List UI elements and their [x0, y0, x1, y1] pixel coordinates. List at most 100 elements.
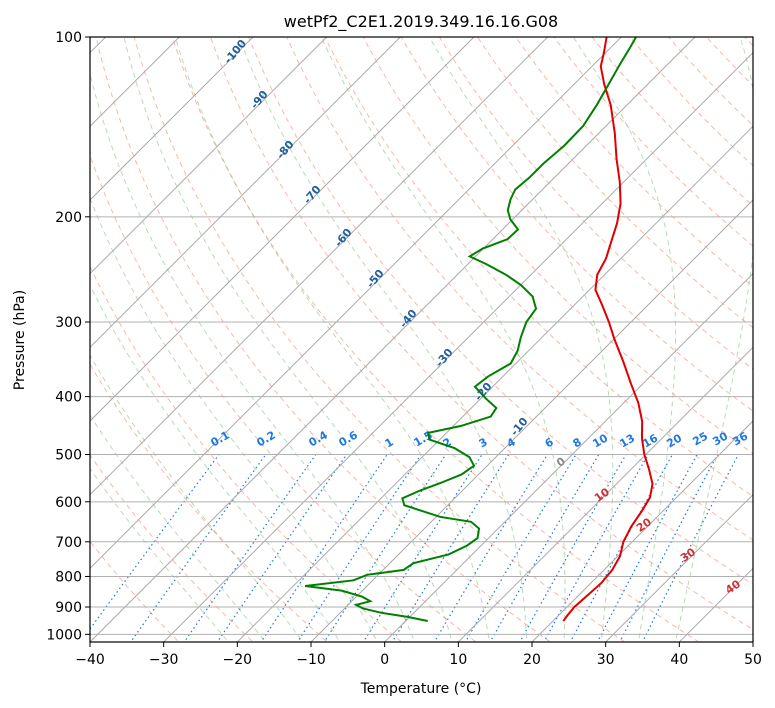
wet-bulb-label: -60	[332, 226, 355, 250]
x-tick-label: 20	[523, 652, 541, 668]
dry-adiabat	[770, 24, 775, 647]
mixing-ratio-line	[296, 454, 422, 642]
dry-adiabat	[324, 37, 753, 498]
mixing-ratio-line	[260, 454, 388, 642]
mixing-ratio-label: 36	[730, 429, 750, 448]
isotherm	[90, 37, 623, 570]
mixing-ratio-label: 25	[690, 430, 710, 449]
moist-adiabat	[90, 196, 378, 642]
isotherm	[90, 37, 696, 642]
mixing-ratio-line	[90, 454, 220, 630]
y-tick-label: 800	[55, 569, 82, 585]
moist-adiabat	[90, 354, 304, 642]
dry-adiabat	[90, 540, 180, 642]
y-tick-label: 500	[55, 448, 82, 464]
wet-bulb-label: -90	[248, 88, 271, 112]
y-axis-ticks: 100 200 300 400 500 600 700 800 900 1000	[46, 30, 90, 643]
dry-adiabat	[438, 37, 753, 370]
moist-adiabat	[90, 284, 341, 642]
mixing-ratio-line	[362, 454, 483, 642]
dry-adiabat	[90, 453, 254, 642]
isotherm	[604, 493, 753, 642]
isotherm	[457, 346, 753, 642]
wet-bulb-label: -70	[301, 183, 324, 207]
mixing-ratio-label: 30	[710, 429, 730, 448]
mixing-ratio-label: 1	[383, 435, 396, 450]
moist-adiabat	[174, 37, 490, 642]
mixing-ratio-label: 13	[617, 432, 637, 451]
x-tick-label: 40	[670, 652, 688, 668]
mixing-ratio-label: 3	[477, 435, 490, 450]
mixing-ratio-line	[464, 454, 577, 642]
dry-adiabat	[95, 37, 552, 642]
y-tick-label: 300	[55, 315, 82, 331]
isotherm	[90, 37, 181, 128]
mixing-ratio-line	[323, 454, 447, 642]
dry-adiabat	[667, 37, 753, 127]
mixing-ratio-label: 0.2	[255, 428, 278, 449]
mixing-ratio-line	[129, 454, 267, 642]
isotherm	[383, 272, 753, 642]
chart-title: wetPf2_C2E1.2019.349.16.16.G08	[284, 12, 558, 32]
x-tick-label: −10	[296, 652, 326, 668]
isotherm	[90, 37, 549, 496]
plot-area: -100-90-80-70-60-50-40-30-20-100.1 0.2 0.4…	[90, 24, 775, 647]
y-tick-label: 900	[55, 600, 82, 616]
isotherm	[90, 37, 402, 349]
temperature-line	[562, 37, 654, 622]
dry-adiabat	[362, 37, 753, 455]
isotherm	[752, 641, 753, 642]
mixing-ratio-line	[519, 454, 627, 642]
isotherm	[162, 51, 753, 642]
dry-adiabat	[629, 37, 753, 167]
dry-adiabat-label: 40	[723, 577, 743, 597]
isotherm	[678, 567, 753, 642]
y-tick-label: 100	[55, 30, 82, 46]
x-tick-label: 50	[744, 652, 762, 668]
moist-adiabat	[572, 37, 676, 642]
y-tick-label: 400	[55, 390, 82, 406]
dry-adiabat	[90, 363, 329, 642]
mixing-ratio-line	[433, 454, 548, 642]
x-axis-ticks: −40 −30 −20 −10 0 10 20 30 40 50	[75, 642, 762, 668]
dry-adiabat	[286, 37, 753, 541]
y-tick-label: 1000	[46, 627, 82, 643]
wet-bulb-label: -50	[364, 267, 387, 291]
mixing-ratio-line	[641, 454, 739, 642]
pressure-gridlines	[90, 37, 753, 635]
wet-bulb-label: -80	[274, 138, 297, 162]
mixing-ratio-line	[569, 454, 673, 642]
x-tick-label: −30	[149, 652, 179, 668]
isotherm	[531, 420, 753, 642]
moist-adiabat	[90, 414, 266, 642]
y-tick-label: 600	[55, 495, 82, 511]
moist-adiabat	[123, 37, 453, 642]
dry-adiabat	[705, 37, 753, 87]
moist-adiabat	[90, 467, 229, 642]
x-tick-label: −40	[75, 652, 105, 668]
dry-adiabat	[90, 265, 403, 642]
x-axis-title: Temperature (°C)	[360, 681, 482, 697]
moist-adiabat	[90, 71, 416, 642]
wet-bulb-label: -40	[397, 307, 420, 331]
mixing-ratio-line	[619, 454, 719, 642]
isotherm	[90, 37, 328, 275]
mixing-ratio-label: 8	[571, 435, 584, 450]
dry-adiabat	[90, 154, 477, 642]
x-tick-label: −20	[223, 652, 253, 668]
dry-adiabats	[90, 24, 775, 647]
dry-adiabat	[744, 37, 753, 47]
dry-adiabat	[133, 37, 626, 642]
y-tick-label: 700	[55, 535, 82, 551]
dry-adiabat	[476, 37, 753, 329]
dewpoint-line	[305, 37, 637, 623]
dry-adiabat-label: 30	[678, 545, 698, 565]
y-tick-label: 200	[55, 210, 82, 226]
isotherm	[90, 37, 475, 422]
isotherm	[236, 125, 753, 642]
mixing-ratio-line	[391, 454, 510, 642]
x-tick-label: 30	[597, 652, 615, 668]
x-tick-label: 0	[380, 652, 389, 668]
mixing-ratio-line	[183, 454, 317, 642]
